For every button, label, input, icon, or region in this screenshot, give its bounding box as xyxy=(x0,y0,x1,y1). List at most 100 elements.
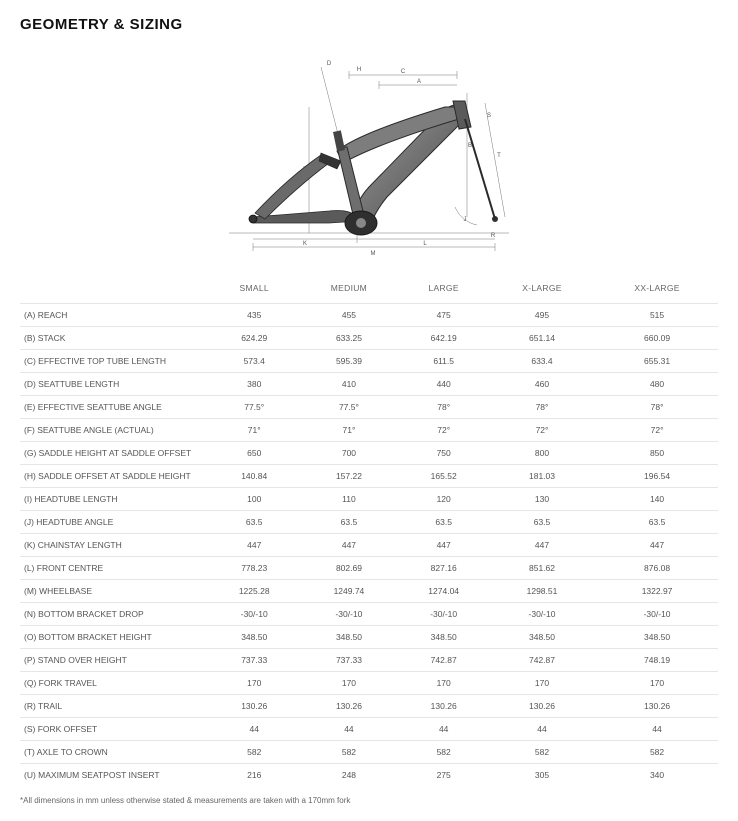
row-label: (K) CHAINSTAY LENGTH xyxy=(20,534,210,557)
table-row: (R) TRAIL130.26130.26130.26130.26130.26 xyxy=(20,695,718,718)
col-size: XX-LARGE xyxy=(596,275,718,304)
row-value: 248 xyxy=(298,764,399,787)
row-value: 1298.51 xyxy=(488,580,596,603)
row-value: 447 xyxy=(488,534,596,557)
row-value: 742.87 xyxy=(488,649,596,672)
row-value: 77.5° xyxy=(298,396,399,419)
row-value: 800 xyxy=(488,442,596,465)
row-value: 63.5 xyxy=(298,511,399,534)
row-value: 440 xyxy=(399,373,487,396)
row-value: 157.22 xyxy=(298,465,399,488)
geometry-table: SMALLMEDIUMLARGEX-LARGEXX-LARGE (A) REAC… xyxy=(20,275,718,786)
row-value: 78° xyxy=(596,396,718,419)
table-row: (P) STAND OVER HEIGHT737.33737.33742.877… xyxy=(20,649,718,672)
row-value: 651.14 xyxy=(488,327,596,350)
row-value: 515 xyxy=(596,304,718,327)
row-value: 700 xyxy=(298,442,399,465)
row-value: 72° xyxy=(488,419,596,442)
row-value: 71° xyxy=(298,419,399,442)
row-label: (C) EFFECTIVE TOP TUBE LENGTH xyxy=(20,350,210,373)
row-value: 305 xyxy=(488,764,596,787)
row-value: 750 xyxy=(399,442,487,465)
row-value: 447 xyxy=(298,534,399,557)
page-title: GEOMETRY & SIZING xyxy=(20,16,718,33)
row-value: 447 xyxy=(399,534,487,557)
row-value: 876.08 xyxy=(596,557,718,580)
row-value: 624.29 xyxy=(210,327,298,350)
svg-text:L: L xyxy=(423,241,427,247)
row-value: -30/-10 xyxy=(488,603,596,626)
row-value: 78° xyxy=(399,396,487,419)
table-row: (U) MAXIMUM SEATPOST INSERT2162482753053… xyxy=(20,764,718,787)
table-row: (E) EFFECTIVE SEATTUBE ANGLE77.5°77.5°78… xyxy=(20,396,718,419)
row-value: 748.19 xyxy=(596,649,718,672)
table-header-row: SMALLMEDIUMLARGEX-LARGEXX-LARGE xyxy=(20,275,718,304)
row-label: (G) SADDLE HEIGHT AT SADDLE OFFSET xyxy=(20,442,210,465)
svg-text:S: S xyxy=(487,113,491,119)
row-value: 742.87 xyxy=(399,649,487,672)
svg-text:A: A xyxy=(417,79,421,85)
row-value: 140 xyxy=(596,488,718,511)
row-value: 455 xyxy=(298,304,399,327)
row-value: 130.26 xyxy=(210,695,298,718)
svg-text:K: K xyxy=(303,241,307,247)
row-value: 582 xyxy=(399,741,487,764)
row-label: (A) REACH xyxy=(20,304,210,327)
row-value: 582 xyxy=(488,741,596,764)
row-value: 348.50 xyxy=(298,626,399,649)
svg-text:J: J xyxy=(464,217,467,223)
row-value: 802.69 xyxy=(298,557,399,580)
row-value: 582 xyxy=(596,741,718,764)
row-value: 130.26 xyxy=(399,695,487,718)
row-label: (D) SEATTUBE LENGTH xyxy=(20,373,210,396)
row-label: (T) AXLE TO CROWN xyxy=(20,741,210,764)
row-value: 216 xyxy=(210,764,298,787)
row-value: 44 xyxy=(298,718,399,741)
row-value: -30/-10 xyxy=(596,603,718,626)
frame-diagram-svg: C A H D B T I K L M N O P G J E R S xyxy=(209,47,529,257)
table-row: (F) SEATTUBE ANGLE (ACTUAL)71°71°72°72°7… xyxy=(20,419,718,442)
row-value: 130.26 xyxy=(488,695,596,718)
table-row: (M) WHEELBASE1225.281249.741274.041298.5… xyxy=(20,580,718,603)
row-value: 130.26 xyxy=(596,695,718,718)
row-value: 660.09 xyxy=(596,327,718,350)
row-label: (F) SEATTUBE ANGLE (ACTUAL) xyxy=(20,419,210,442)
row-value: -30/-10 xyxy=(298,603,399,626)
row-value: 480 xyxy=(596,373,718,396)
row-label: (P) STAND OVER HEIGHT xyxy=(20,649,210,672)
row-value: 63.5 xyxy=(399,511,487,534)
row-label: (U) MAXIMUM SEATPOST INSERT xyxy=(20,764,210,787)
row-value: 348.50 xyxy=(399,626,487,649)
row-value: 655.31 xyxy=(596,350,718,373)
row-value: 582 xyxy=(298,741,399,764)
row-label: (O) BOTTOM BRACKET HEIGHT xyxy=(20,626,210,649)
row-value: 275 xyxy=(399,764,487,787)
row-value: 611.5 xyxy=(399,350,487,373)
row-value: 140.84 xyxy=(210,465,298,488)
table-row: (N) BOTTOM BRACKET DROP-30/-10-30/-10-30… xyxy=(20,603,718,626)
row-value: 410 xyxy=(298,373,399,396)
row-value: 633.25 xyxy=(298,327,399,350)
row-value: 850 xyxy=(596,442,718,465)
svg-text:D: D xyxy=(327,61,332,67)
row-value: 44 xyxy=(210,718,298,741)
svg-text:C: C xyxy=(401,69,406,75)
svg-text:B: B xyxy=(468,143,472,149)
table-row: (A) REACH435455475495515 xyxy=(20,304,718,327)
row-value: 170 xyxy=(298,672,399,695)
row-value: 851.62 xyxy=(488,557,596,580)
footnote: *All dimensions in mm unless otherwise s… xyxy=(20,796,718,805)
row-label: (Q) FORK TRAVEL xyxy=(20,672,210,695)
row-value: 78° xyxy=(488,396,596,419)
row-value: 582 xyxy=(210,741,298,764)
row-label: (J) HEADTUBE ANGLE xyxy=(20,511,210,534)
row-value: 120 xyxy=(399,488,487,511)
row-label: (M) WHEELBASE xyxy=(20,580,210,603)
row-value: 573.4 xyxy=(210,350,298,373)
row-value: 348.50 xyxy=(596,626,718,649)
table-row: (J) HEADTUBE ANGLE63.563.563.563.563.5 xyxy=(20,511,718,534)
table-row: (T) AXLE TO CROWN582582582582582 xyxy=(20,741,718,764)
row-value: 778.23 xyxy=(210,557,298,580)
row-value: 447 xyxy=(596,534,718,557)
row-value: 827.16 xyxy=(399,557,487,580)
